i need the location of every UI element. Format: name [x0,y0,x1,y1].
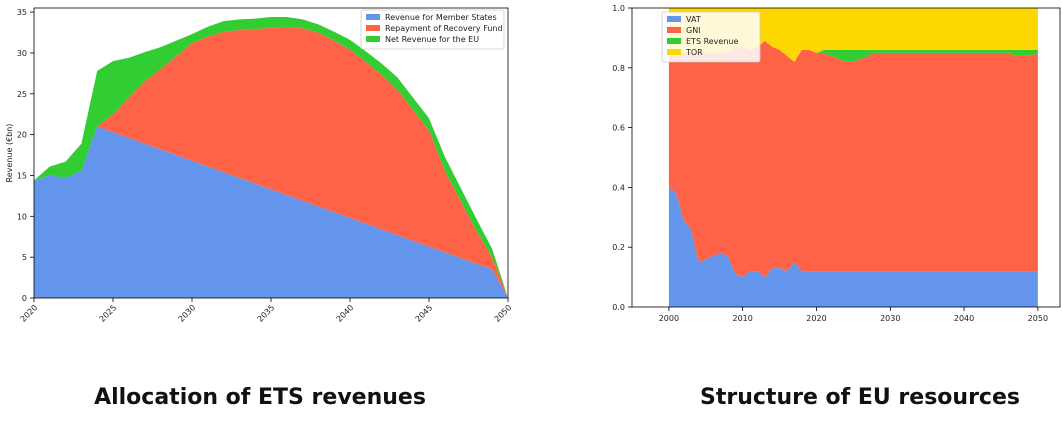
y-tick-label-10: 10 [17,212,27,221]
area-vat [668,187,1038,307]
y-tick-label-30: 30 [17,49,27,58]
legend-label-tor: TOR [685,48,703,57]
x-tick-label-2025: 2025 [98,303,119,324]
y-tick-label-1: 1.0 [612,4,625,13]
legend-swatch-tor [667,49,681,55]
y-tick-label-0-4: 0.4 [612,183,625,192]
y-tick-label-5: 5 [22,253,27,262]
legend-swatch-revenue-for-member-states [366,14,380,20]
area-tor [668,8,1038,62]
x-tick-label-2040: 2040 [954,314,974,323]
y-tick-label-0-8: 0.8 [612,64,625,73]
y-tick-label-35: 35 [17,8,27,17]
legend-label-vat: VAT [686,15,701,24]
legend-swatch-vat [667,16,681,22]
y-tick-label-25: 25 [17,90,27,99]
x-tick-label-2035: 2035 [256,303,277,324]
y-tick-label-0: 0 [22,294,27,303]
legend-label-net-revenue-for-the-eu: Net Revenue for the EU [385,35,479,44]
y-tick-label-20: 20 [17,131,27,140]
plot-frame [631,7,1061,308]
caption-structure: Structure of EU resources [700,385,1020,410]
legend-box [360,9,505,50]
x-tick-label-2030: 2030 [177,303,198,324]
legend-label-revenue-for-member-states: Revenue for Member States [385,13,497,22]
x-tick-label-2040: 2040 [335,303,356,324]
area-revenue-for-member-states [34,126,508,298]
x-tick-label-2020: 2020 [19,303,40,324]
legend-label-gni: GNI [686,26,701,35]
x-tick-label-2045: 2045 [414,303,435,324]
caption-allocation: Allocation of ETS revenues [94,385,426,410]
y-tick-label-0-6: 0.6 [612,124,625,133]
legend-label-ets-revenue: ETS Revenue [686,37,738,46]
y-tick-label-15: 15 [17,171,27,180]
allocation-chart: 2020 2025 2030 2035 2040 2045 2050051015202530… [5,7,514,324]
legend-swatch-ets-revenue [667,38,681,44]
x-tick-label-2050: 2050 [1028,314,1048,323]
area-gni [668,40,1038,278]
x-tick-label-2020: 2020 [806,314,826,323]
area-ets-revenue [668,40,1038,62]
y-axis-label: Revenue (€bn) [5,124,14,183]
x-tick-label-2030: 2030 [880,314,900,323]
legend-box [661,11,761,63]
y-tick-label-0-2: 0.2 [612,243,625,252]
x-tick-label-2050: 2050 [493,303,514,324]
legend-swatch-gni [667,27,681,33]
legend-swatch-net-revenue-for-the-eu [366,36,380,42]
legend-label-repayment-of-recovery-fund: Repayment of Recovery Fund [385,24,503,33]
x-tick-label-2010: 2010 [733,314,753,323]
legend-swatch-repayment-of-recovery-fund [366,25,380,31]
y-tick-label-0: 0.0 [612,303,625,312]
area-repayment-of-recovery-fund [34,26,508,299]
structure-chart: 2000 2010 2020 2030 2040 2050 0.0 0.2 0.4 0.6 0.8 1… [612,4,1061,323]
x-tick-label-2000: 2000 [659,314,679,323]
